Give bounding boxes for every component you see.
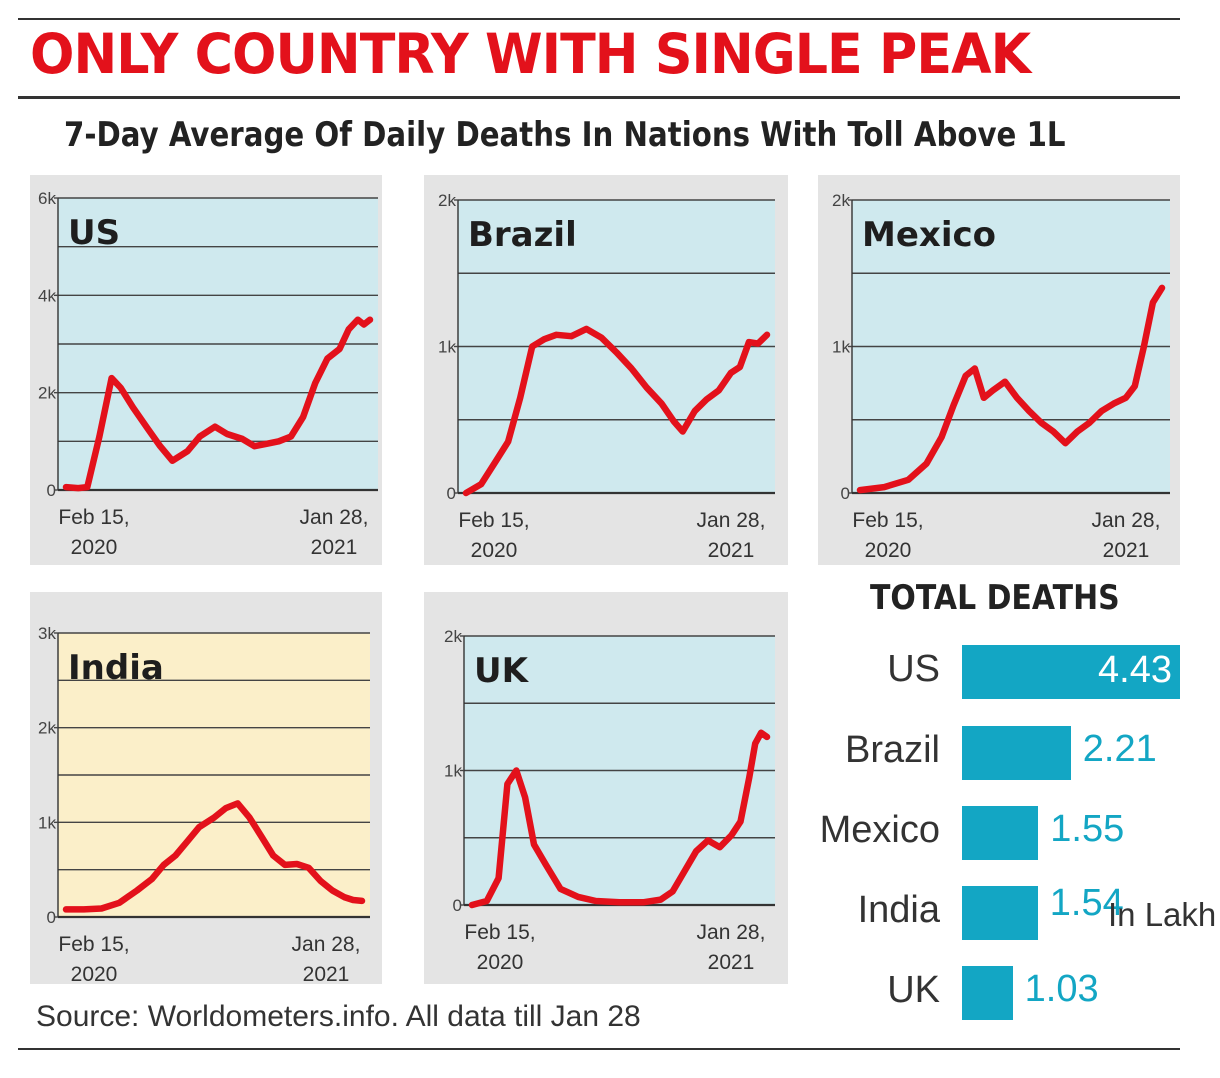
bar-uk bbox=[962, 966, 1013, 1020]
subtitle: 7-Day Average Of Daily Deaths In Nations… bbox=[64, 115, 1066, 155]
series-line-uk bbox=[468, 729, 771, 909]
y-tick-label: 3k bbox=[38, 624, 56, 643]
bottom-rule bbox=[18, 1048, 1180, 1050]
x-end-label: 2021 bbox=[303, 963, 350, 986]
x-end-label: Jan 28, bbox=[1092, 509, 1161, 532]
x-end-label: 2021 bbox=[708, 951, 755, 974]
x-start-label: 2020 bbox=[477, 951, 524, 974]
bar-brazil bbox=[962, 726, 1071, 780]
bar-mexico bbox=[962, 806, 1039, 860]
y-tick-label: 0 bbox=[447, 484, 456, 503]
bar-value-label: 2.21 bbox=[1082, 728, 1157, 770]
source-note: Source: Worldometers.info. All data till… bbox=[36, 1000, 641, 1033]
chart-panel-mexico: 0 1k 2k Mexico Feb 15, 2020 Jan 28, 2021 bbox=[818, 175, 1180, 565]
headline: ONLY COUNTRY WITH SINGLE PEAK bbox=[30, 22, 1031, 86]
total-deaths-title: TOTAL DEATHS bbox=[870, 578, 1120, 618]
series-line-us bbox=[62, 316, 374, 492]
x-start-label: Feb 15, bbox=[464, 921, 535, 944]
chart-panel-us: 0 2k 4k 6k US Feb 15, 2020 Jan 28, 2021 bbox=[30, 175, 382, 565]
y-tick-label: 1k bbox=[38, 813, 56, 832]
x-start-label: Feb 15, bbox=[852, 509, 923, 532]
chart-panel-brazil: 0 1k 2k Brazil Feb 15, 2020 Jan 28, 2021 bbox=[424, 175, 788, 565]
bar-india bbox=[962, 886, 1038, 940]
y-tick-label: 2k bbox=[438, 191, 456, 210]
top-rule bbox=[18, 18, 1180, 20]
x-start-label: 2020 bbox=[71, 536, 118, 559]
x-end-label: Jan 28, bbox=[292, 933, 361, 956]
x-start-label: 2020 bbox=[71, 963, 118, 986]
y-tick-label: 0 bbox=[47, 908, 56, 927]
panel-title: Mexico bbox=[862, 215, 996, 255]
x-start-label: Feb 15, bbox=[58, 506, 129, 529]
x-end-label: Jan 28, bbox=[697, 921, 766, 944]
panel-title: UK bbox=[474, 651, 530, 691]
bar-value-label: 1.55 bbox=[1050, 808, 1125, 850]
panel-title: Brazil bbox=[468, 215, 577, 255]
x-end-label: Jan 28, bbox=[697, 509, 766, 532]
x-start-label: 2020 bbox=[865, 539, 912, 562]
x-end-label: 2021 bbox=[311, 536, 358, 559]
y-tick-label: 2k bbox=[38, 719, 56, 738]
bar-category-label: US bbox=[887, 648, 940, 690]
y-tick-label: 2k bbox=[38, 384, 56, 403]
bar-us bbox=[962, 645, 1180, 699]
y-tick-label: 4k bbox=[38, 286, 56, 305]
series-line-brazil bbox=[462, 325, 771, 497]
x-start-label: Feb 15, bbox=[58, 933, 129, 956]
bar-category-label: Brazil bbox=[844, 729, 940, 771]
panel-title: India bbox=[68, 648, 164, 688]
y-tick-label: 0 bbox=[47, 481, 56, 500]
y-tick-label: 1k bbox=[832, 338, 850, 357]
y-tick-label: 6k bbox=[38, 189, 56, 208]
y-tick-label: 0 bbox=[453, 896, 462, 915]
y-tick-label: 1k bbox=[444, 762, 462, 781]
y-tick-label: 0 bbox=[841, 484, 850, 503]
x-start-label: Feb 15, bbox=[458, 509, 529, 532]
x-start-label: 2020 bbox=[471, 539, 518, 562]
bar-category-label: UK bbox=[887, 969, 940, 1011]
unit-label: In Lakh bbox=[1108, 896, 1217, 933]
y-tick-label: 2k bbox=[444, 627, 462, 646]
series-line-india bbox=[62, 800, 366, 913]
chart-panel-india: 0 1k 2k 3k India Feb 15, 2020 Jan 28, 2021 bbox=[30, 592, 382, 986]
bar-value-label: 1.54 bbox=[1049, 882, 1124, 924]
bar-value-label: 1.03 bbox=[1024, 968, 1099, 1010]
x-end-label: 2021 bbox=[708, 539, 755, 562]
headline-rule bbox=[18, 96, 1180, 99]
y-tick-label: 1k bbox=[438, 338, 456, 357]
bar-value-label: 4.43 bbox=[1098, 649, 1172, 691]
chart-panel-uk: 0 1k 2k UK Feb 15, 2020 Jan 28, 2021 bbox=[424, 592, 788, 984]
series-line-mexico bbox=[856, 284, 1166, 494]
y-tick-label: 2k bbox=[832, 191, 850, 210]
x-end-label: 2021 bbox=[1103, 539, 1150, 562]
bar-category-label: Mexico bbox=[819, 809, 940, 851]
bar-category-label: India bbox=[857, 889, 940, 931]
x-end-label: Jan 28, bbox=[300, 506, 369, 529]
panel-title: US bbox=[68, 213, 120, 253]
